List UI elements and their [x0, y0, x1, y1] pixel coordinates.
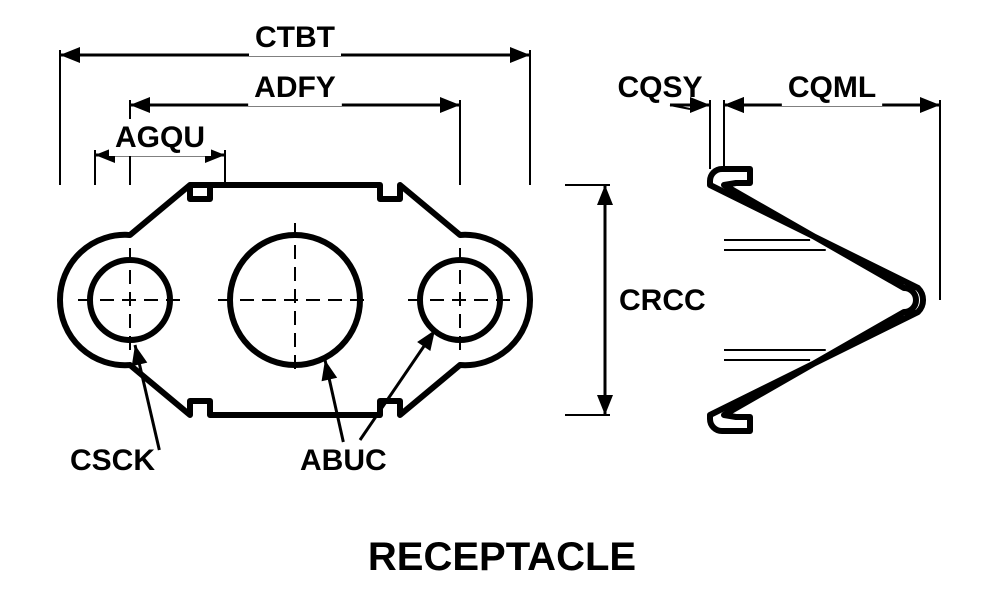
dim-label-cqml: CQML — [788, 71, 876, 104]
callout-label-abuc: ABUC — [300, 444, 387, 477]
dim-label-crcc: CRCC — [619, 284, 706, 317]
title: RECEPTACLE — [368, 535, 636, 579]
dim-label-ctbt: CTBT — [255, 21, 335, 54]
dim-label-agqu: AGQU — [115, 121, 205, 154]
dim-label-cqsy: CQSY — [617, 71, 702, 104]
dim-label-adfy: ADFY — [254, 71, 336, 104]
side-profile — [710, 169, 923, 431]
callout-label-csck: CSCK — [70, 444, 155, 477]
